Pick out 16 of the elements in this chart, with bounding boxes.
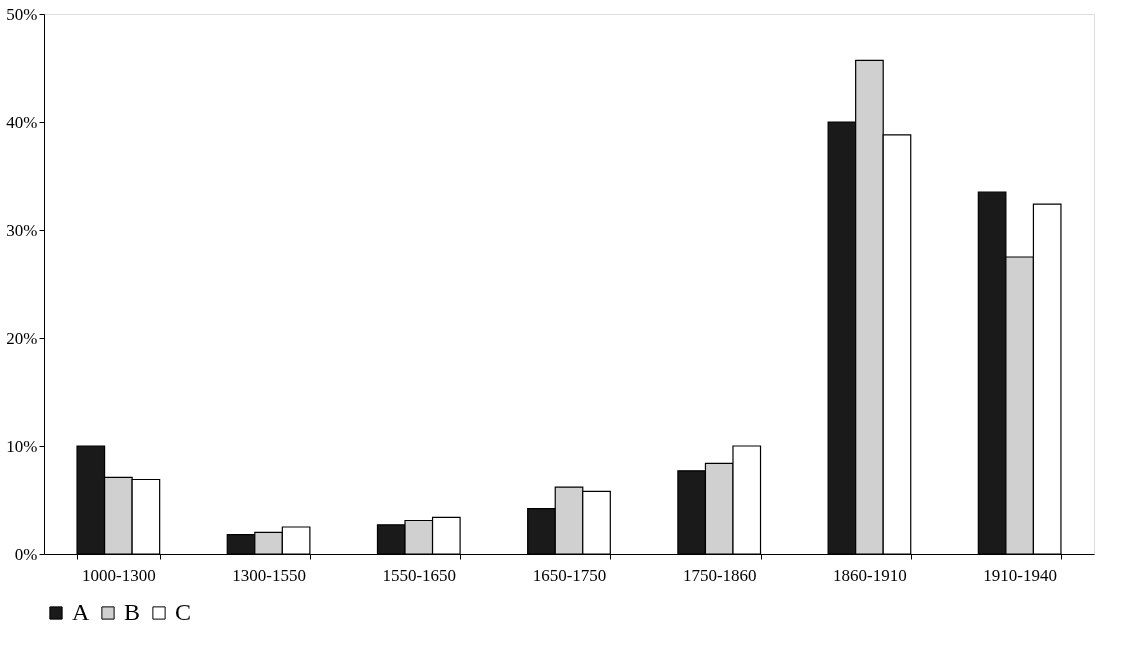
y-tick-label: 30% xyxy=(6,220,38,240)
x-tick-label: 1860-1910 xyxy=(833,565,907,585)
legend-label: C xyxy=(175,599,192,625)
y-tick-label: 50% xyxy=(6,4,38,24)
x-tick-label: 1000-1300 xyxy=(82,565,156,585)
legend-label: A xyxy=(72,599,90,625)
y-tick-label: 10% xyxy=(6,436,38,456)
legend-label: B xyxy=(124,599,141,625)
x-tick-label: 1300-1550 xyxy=(232,565,306,585)
y-tick-label: 0% xyxy=(14,544,38,564)
x-tick-label: 1650-1750 xyxy=(532,565,607,585)
y-tick-label: 20% xyxy=(6,328,38,348)
y-tick-label: 40% xyxy=(6,112,38,132)
x-tick-label: 1910-1940 xyxy=(983,565,1057,585)
x-tick-label: 1550-1650 xyxy=(382,565,457,585)
x-tick-label: 1750-1860 xyxy=(682,565,757,585)
